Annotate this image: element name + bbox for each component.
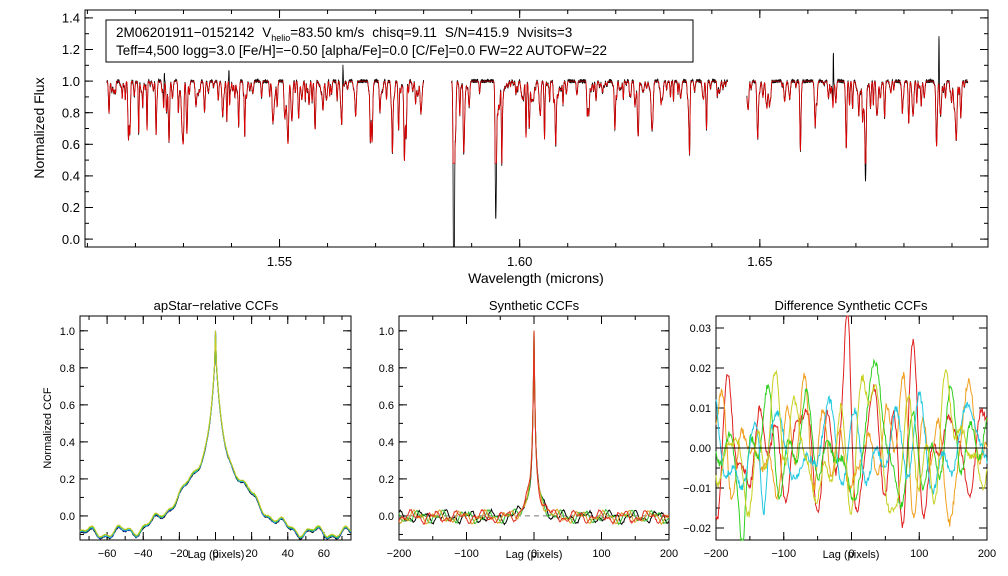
observed-chip-1 bbox=[106, 64, 425, 161]
spectrum-panel: 1.55 1.60 1.65 0.0 0.2 0.4 0.6 0.8 1.0 1.2 1.4 2M0… bbox=[31, 9, 989, 286]
annotation-chisq: chisq=9.11 bbox=[372, 25, 437, 40]
x-tick-label: 0 bbox=[848, 548, 854, 560]
apstar-ccf-series bbox=[79, 330, 352, 540]
annotation-box bbox=[105, 19, 694, 63]
ccf-line-5 bbox=[79, 330, 352, 538]
synthetic-ccf-series bbox=[398, 330, 670, 526]
x-tick-label: 20 bbox=[246, 548, 258, 560]
x-tick-label: 60 bbox=[318, 548, 330, 560]
apstar-ccf-x-label: Lag (pixels) bbox=[188, 549, 245, 561]
x-tick-label: 0 bbox=[212, 548, 218, 560]
x-tick-label: 100 bbox=[592, 548, 610, 560]
difference-ccf-line-2 bbox=[715, 372, 988, 527]
observed-chip-3 bbox=[746, 36, 969, 182]
difference-ccf-title: Difference Synthetic CCFs bbox=[775, 298, 928, 313]
y-tick-label: 0.0 bbox=[60, 511, 75, 523]
y-tick-label: 0.6 bbox=[379, 400, 394, 412]
x-tick-label: 200 bbox=[660, 548, 678, 560]
difference-ccf-line-3 bbox=[715, 358, 988, 542]
synthetic-ccf-line-4 bbox=[398, 330, 670, 526]
y-tick-label: 0.0 bbox=[62, 232, 80, 247]
ccf-line-3 bbox=[79, 330, 352, 539]
synthetic-ccf-x-label: Lag (pixels) bbox=[506, 549, 563, 561]
y-tick-label: −0.01 bbox=[683, 483, 711, 495]
spectrum-model-line bbox=[106, 80, 968, 164]
x-tick-label: −100 bbox=[771, 548, 796, 560]
model-chip-3 bbox=[746, 80, 968, 164]
y-tick-label: 1.4 bbox=[62, 11, 80, 26]
x-tick-label: 100 bbox=[910, 548, 928, 560]
model-chip-1 bbox=[106, 80, 424, 162]
ccf-line-4 bbox=[79, 330, 352, 539]
y-tick-label: 0.4 bbox=[60, 437, 75, 449]
x-tick-label: 40 bbox=[282, 548, 294, 560]
apstar-ccf-axis-ticks: −60 −40 −20 0 20 40 60 0.0 0.2 0.4 0.6 0.8 1.0 bbox=[60, 316, 351, 560]
x-tick-label: −100 bbox=[454, 548, 479, 560]
x-tick-label: 1.60 bbox=[507, 254, 532, 269]
y-tick-label: 0.6 bbox=[62, 137, 80, 152]
model-chip-2 bbox=[451, 80, 728, 164]
x-tick-label: −200 bbox=[387, 548, 412, 560]
difference-ccf-axis-ticks: −200 −100 0 100 200 −0.02 −0.01 0.00 0.01 0.02 0.0… bbox=[683, 316, 996, 560]
annotation-line-1: 2M06201911−0152142 Vhelio=83.50 km/s chisq… bbox=[116, 25, 572, 43]
synthetic-ccf-title: Synthetic CCFs bbox=[489, 298, 580, 313]
annotation-star-name: 2M06201911−0152142 bbox=[116, 25, 254, 40]
x-tick-label: −20 bbox=[170, 548, 189, 560]
difference-ccf-panel: −200 −100 0 100 200 −0.02 −0.01 0.00 0.01 0.02 0.0… bbox=[683, 298, 996, 561]
difference-ccf-series bbox=[715, 315, 988, 542]
y-tick-label: 0.2 bbox=[60, 474, 75, 486]
x-tick-label: −200 bbox=[704, 548, 729, 560]
x-tick-label: 0 bbox=[531, 548, 537, 560]
spectrum-y-label: Normalized Flux bbox=[31, 77, 47, 178]
x-tick-label: 200 bbox=[978, 548, 996, 560]
spectrum-axis-ticks: 1.55 1.60 1.65 0.0 0.2 0.4 0.6 0.8 1.0 1.2 1.4 bbox=[62, 10, 988, 269]
annotation-sn: S/N=415.9 bbox=[445, 25, 509, 40]
y-tick-label: 1.0 bbox=[62, 74, 80, 89]
spectrum-annotation: 2M06201911−0152142 Vhelio=83.50 km/s chisq… bbox=[105, 19, 694, 63]
y-tick-label: 1.2 bbox=[62, 42, 80, 57]
apstar-ccf-title: apStar−relative CCFs bbox=[154, 298, 279, 313]
x-tick-label: −40 bbox=[134, 548, 153, 560]
y-tick-label: 0.8 bbox=[379, 363, 394, 375]
annotation-v-prefix: V bbox=[262, 25, 271, 40]
y-tick-label: 0.03 bbox=[690, 323, 711, 335]
y-tick-label: 0.2 bbox=[379, 474, 394, 486]
difference-ccf-line-4 bbox=[715, 391, 988, 516]
synthetic-ccf-panel: −200 −100 0 100 200 0.0 0.2 0.4 0.6 0.8 1.0 Synthe… bbox=[379, 298, 678, 561]
spectrum-observed-line bbox=[106, 36, 969, 248]
y-tick-label: 0.4 bbox=[379, 437, 394, 449]
spectrum-x-label: Wavelength (microns) bbox=[468, 270, 604, 286]
annotation-line-2: Teff=4,500 logg=3.0 [Fe/H]=−0.50 [alpha/… bbox=[116, 43, 607, 58]
ccf-line-1 bbox=[79, 330, 352, 540]
x-tick-label: −60 bbox=[98, 548, 117, 560]
difference-ccf-x-label: Lag (pixels) bbox=[823, 549, 880, 561]
y-tick-label: 0.2 bbox=[62, 200, 80, 215]
ccf-line-2 bbox=[79, 330, 352, 540]
y-tick-label: 0.4 bbox=[62, 169, 80, 184]
y-tick-label: 0.0 bbox=[379, 511, 394, 523]
y-tick-label: −0.02 bbox=[683, 523, 711, 535]
y-tick-label: 0.6 bbox=[60, 400, 75, 412]
annotation-v-sub: helio bbox=[271, 33, 290, 43]
y-tick-label: 0.8 bbox=[60, 363, 75, 375]
x-tick-label: 1.65 bbox=[747, 254, 772, 269]
y-tick-label: 0.01 bbox=[690, 403, 711, 415]
y-tick-label: 1.0 bbox=[60, 326, 75, 338]
apstar-ccf-y-label: Normalized CCF bbox=[42, 387, 54, 469]
y-tick-label: 0.8 bbox=[62, 105, 80, 120]
x-tick-label: 1.55 bbox=[267, 254, 292, 269]
y-tick-label: 1.0 bbox=[379, 326, 394, 338]
y-tick-label: 0.02 bbox=[690, 363, 711, 375]
y-tick-label: 0.00 bbox=[690, 443, 711, 455]
annotation-nvisits: Nvisits=3 bbox=[517, 25, 572, 40]
annotation-v-value: =83.50 km/s bbox=[290, 25, 364, 40]
apstar-ccf-panel: −60 −40 −20 0 20 40 60 0.0 0.2 0.4 0.6 0.8 1.0 apSta… bbox=[42, 298, 352, 561]
difference-ccf-line-5 bbox=[715, 369, 988, 518]
